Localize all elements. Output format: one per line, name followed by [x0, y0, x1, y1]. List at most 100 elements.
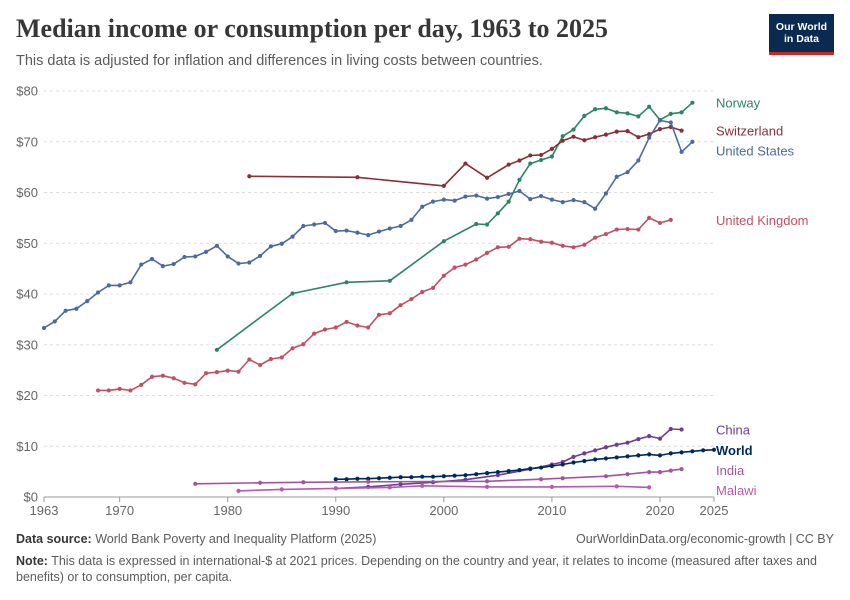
- data-point-switzerland[interactable]: [657, 126, 663, 132]
- data-point-united-states[interactable]: [225, 254, 230, 259]
- data-point-norway[interactable]: [387, 278, 392, 283]
- data-point-united-kingdom[interactable]: [258, 362, 263, 368]
- data-point-united-states[interactable]: [452, 198, 457, 203]
- data-point-united-states[interactable]: [214, 243, 220, 248]
- legend-label-world[interactable]: World: [716, 443, 753, 458]
- data-point-switzerland[interactable]: [582, 138, 587, 143]
- data-point-world[interactable]: [657, 453, 663, 458]
- source-url[interactable]: OurWorldinData.org/economic-growth | CC …: [576, 532, 834, 546]
- series-line-norway[interactable]: [216, 102, 693, 351]
- data-point-united-kingdom[interactable]: [333, 325, 338, 330]
- data-point-united-kingdom[interactable]: [549, 240, 555, 245]
- data-point-world[interactable]: [701, 448, 706, 453]
- data-point-world[interactable]: [506, 469, 511, 474]
- data-point-united-kingdom[interactable]: [160, 373, 165, 378]
- data-point-norway[interactable]: [636, 114, 641, 119]
- data-point-norway[interactable]: [474, 221, 479, 227]
- data-point-united-kingdom[interactable]: [657, 220, 663, 226]
- data-point-china[interactable]: [603, 445, 609, 450]
- series-line-malawi[interactable]: [238, 484, 650, 492]
- data-point-united-states[interactable]: [160, 263, 165, 269]
- data-point-norway[interactable]: [528, 161, 533, 166]
- data-point-united-kingdom[interactable]: [95, 388, 101, 393]
- data-point-united-states[interactable]: [560, 200, 565, 205]
- data-point-united-kingdom[interactable]: [593, 235, 598, 240]
- data-point-united-states[interactable]: [290, 234, 295, 239]
- data-point-china[interactable]: [495, 473, 500, 478]
- data-point-united-kingdom[interactable]: [625, 226, 630, 232]
- data-point-world[interactable]: [690, 449, 695, 454]
- data-point-united-kingdom[interactable]: [647, 215, 652, 220]
- data-point-china[interactable]: [582, 451, 587, 456]
- data-point-united-states[interactable]: [441, 197, 446, 202]
- data-point-united-states[interactable]: [679, 149, 684, 154]
- data-point-norway[interactable]: [647, 104, 652, 109]
- data-point-norway[interactable]: [484, 222, 490, 227]
- data-point-united-states[interactable]: [430, 199, 436, 204]
- data-point-world[interactable]: [517, 468, 522, 473]
- data-point-world[interactable]: [495, 470, 500, 475]
- data-point-united-kingdom[interactable]: [387, 311, 392, 316]
- data-point-world[interactable]: [582, 458, 587, 464]
- data-point-united-states[interactable]: [582, 200, 587, 205]
- data-point-united-kingdom[interactable]: [355, 323, 360, 328]
- data-point-world[interactable]: [593, 457, 598, 462]
- data-point-united-kingdom[interactable]: [214, 370, 220, 375]
- data-point-switzerland[interactable]: [636, 135, 641, 140]
- data-point-china[interactable]: [625, 440, 630, 445]
- data-point-world[interactable]: [333, 477, 338, 482]
- data-point-norway[interactable]: [690, 100, 695, 105]
- data-point-malawi[interactable]: [387, 485, 392, 490]
- data-point-norway[interactable]: [560, 134, 565, 139]
- data-point-norway[interactable]: [679, 110, 684, 115]
- data-point-india[interactable]: [538, 477, 544, 482]
- data-point-norway[interactable]: [495, 211, 500, 216]
- data-point-india[interactable]: [560, 476, 565, 481]
- data-point-switzerland[interactable]: [549, 146, 555, 151]
- data-point-switzerland[interactable]: [571, 134, 576, 139]
- data-point-india[interactable]: [647, 470, 652, 475]
- data-point-united-kingdom[interactable]: [614, 227, 619, 232]
- data-point-united-states[interactable]: [614, 174, 619, 179]
- data-point-norway[interactable]: [344, 280, 349, 285]
- data-point-united-states[interactable]: [236, 261, 241, 266]
- data-point-united-states[interactable]: [668, 120, 673, 125]
- data-point-united-states[interactable]: [517, 188, 522, 194]
- data-point-norway[interactable]: [538, 157, 544, 163]
- data-point-norway[interactable]: [441, 239, 446, 244]
- data-point-united-kingdom[interactable]: [376, 312, 382, 317]
- data-point-world[interactable]: [560, 462, 565, 467]
- data-point-united-kingdom[interactable]: [171, 376, 176, 381]
- data-point-united-kingdom[interactable]: [344, 319, 349, 325]
- data-point-world[interactable]: [528, 466, 533, 471]
- series-line-switzerland[interactable]: [249, 126, 682, 187]
- data-point-china[interactable]: [657, 436, 663, 441]
- data-point-india[interactable]: [193, 481, 198, 486]
- legend-label-switzerland[interactable]: Switzerland: [716, 124, 783, 139]
- data-point-norway[interactable]: [668, 111, 673, 116]
- data-point-switzerland[interactable]: [538, 152, 544, 158]
- data-point-norway[interactable]: [549, 154, 555, 159]
- data-point-world[interactable]: [538, 465, 544, 470]
- data-point-world[interactable]: [376, 476, 382, 481]
- data-point-united-kingdom[interactable]: [236, 369, 241, 374]
- data-point-united-states[interactable]: [538, 193, 544, 199]
- data-point-malawi[interactable]: [549, 484, 555, 489]
- data-point-world[interactable]: [571, 460, 576, 465]
- data-point-world[interactable]: [647, 452, 652, 457]
- data-point-united-kingdom[interactable]: [420, 289, 425, 295]
- data-point-switzerland[interactable]: [560, 138, 565, 143]
- data-point-malawi[interactable]: [420, 483, 425, 488]
- data-point-united-kingdom[interactable]: [636, 227, 641, 232]
- data-point-united-states[interactable]: [95, 290, 101, 295]
- data-point-united-states[interactable]: [74, 306, 79, 311]
- data-point-world[interactable]: [636, 453, 641, 458]
- data-point-world[interactable]: [679, 450, 684, 455]
- data-point-united-states[interactable]: [484, 196, 490, 201]
- data-point-norway[interactable]: [603, 106, 609, 111]
- data-point-united-kingdom[interactable]: [312, 331, 317, 336]
- data-point-united-states[interactable]: [398, 223, 403, 229]
- data-point-united-states[interactable]: [690, 139, 695, 144]
- data-point-china[interactable]: [398, 482, 403, 487]
- data-point-united-states[interactable]: [463, 194, 468, 199]
